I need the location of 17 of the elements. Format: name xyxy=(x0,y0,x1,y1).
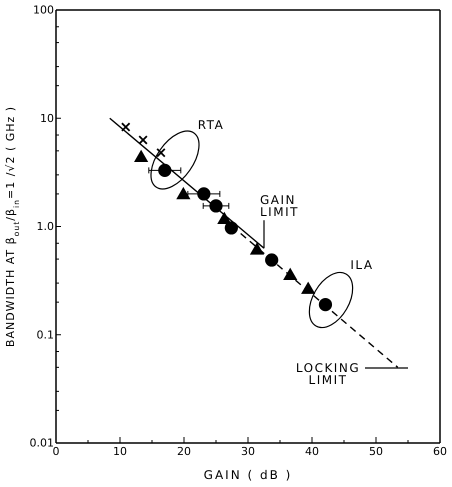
y-tick-label: 100 xyxy=(33,4,54,17)
x-tick-label: 0 xyxy=(52,444,60,458)
y-tick-label: 10 xyxy=(40,112,54,125)
annotation: LOCKING LIMIT xyxy=(296,361,360,387)
x-tick-label: 30 xyxy=(241,444,255,458)
x-axis-title: GAIN ( dB ) xyxy=(204,468,292,482)
x-tick-label: 10 xyxy=(113,444,127,458)
x-tick-label: 60 xyxy=(433,444,447,458)
y-tick-label: 1.0 xyxy=(36,220,54,234)
annotation: GAIN LIMIT xyxy=(260,193,299,220)
y-tick-label: 0.1 xyxy=(36,328,54,342)
x-tick-label: 20 xyxy=(177,444,191,458)
x-tick-label: 40 xyxy=(305,444,319,458)
annotation: ILA xyxy=(350,258,374,272)
x-tick-label: 50 xyxy=(369,444,383,458)
y-tick-label: 0.01 xyxy=(30,436,54,450)
annotation: RTA xyxy=(198,118,224,132)
